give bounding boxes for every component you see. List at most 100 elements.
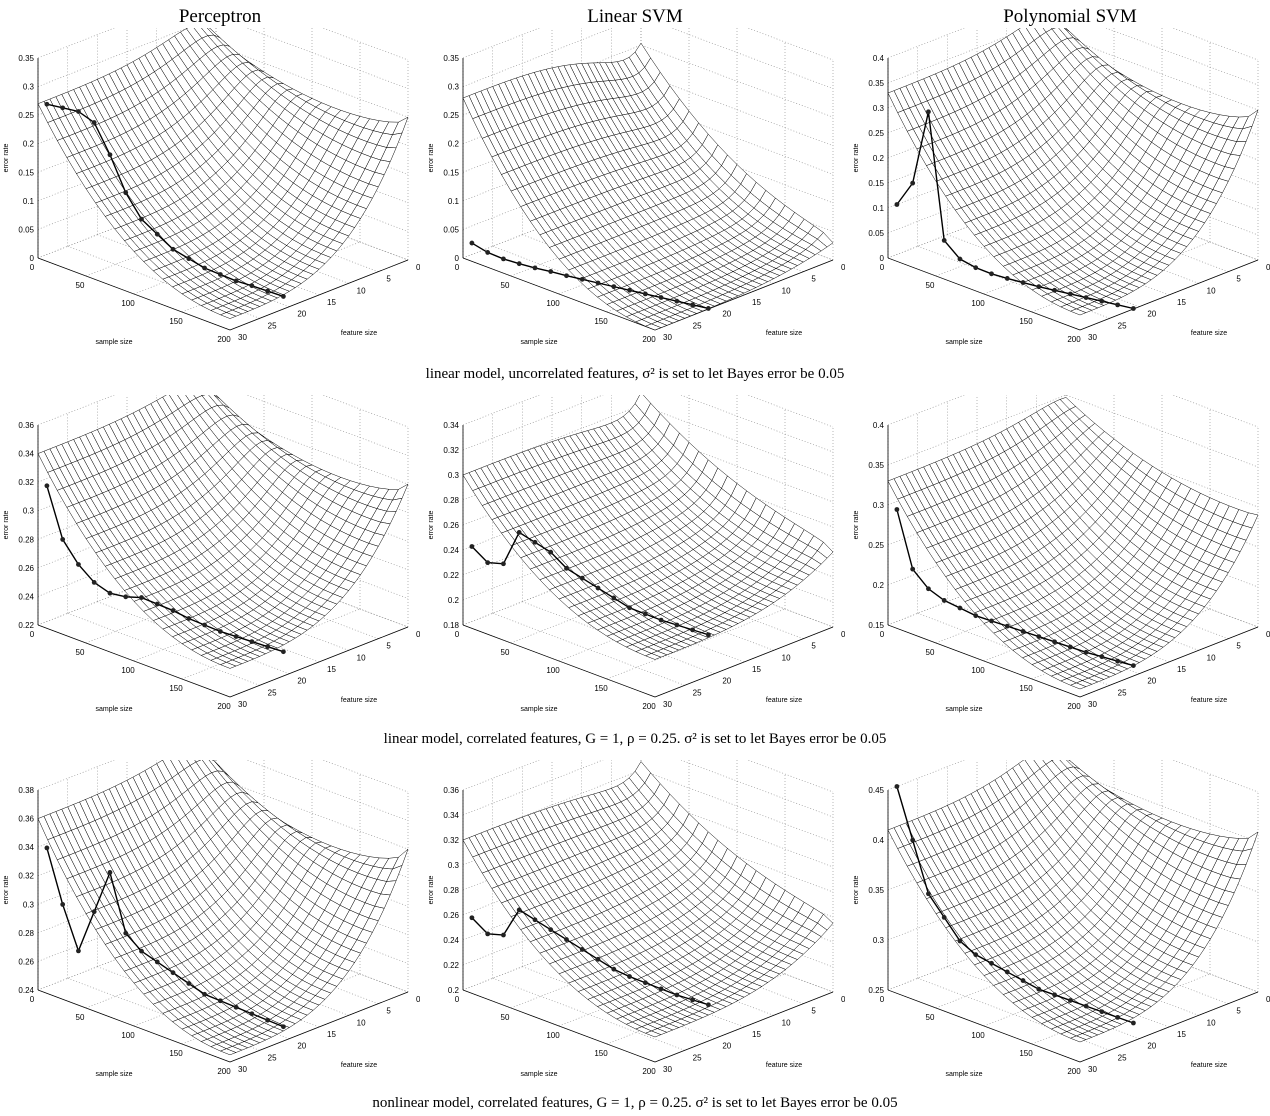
y-axis-label: feature size	[341, 330, 377, 337]
z-axis-label: error rate	[428, 144, 435, 173]
feature-tick-label: 30	[238, 333, 247, 342]
y-axis-label: feature size	[1191, 330, 1227, 337]
optimal-point	[1115, 1014, 1121, 1020]
sample-tick-label: 100	[546, 666, 560, 675]
z-tick-label: 0.05	[868, 229, 884, 238]
sample-tick-label: 200	[217, 1067, 231, 1076]
optimal-point	[941, 598, 947, 603]
z-tick-label: 0.3	[873, 936, 885, 945]
optimal-point	[548, 269, 554, 274]
optimal-point	[469, 915, 475, 921]
z-tick-label: 0.32	[443, 836, 459, 845]
optimal-point	[926, 109, 931, 115]
sample-tick-label: 200	[1067, 1067, 1081, 1076]
z-axis-label: error rate	[3, 144, 10, 173]
feature-tick-label: 0	[416, 263, 420, 272]
optimal-point	[501, 561, 506, 567]
sample-tick-label: 100	[546, 1031, 560, 1040]
feature-tick-label: 15	[327, 1030, 336, 1039]
sample-tick-label: 50	[926, 648, 935, 657]
optimal-point	[233, 1004, 239, 1010]
optimal-point	[706, 632, 711, 638]
optimal-point	[1115, 302, 1121, 308]
z-tick-label: 0.25	[868, 986, 884, 995]
optimal-point	[595, 956, 601, 962]
z-tick-label: 0.34	[443, 811, 459, 820]
z-tick-label: 0.26	[443, 521, 459, 530]
sample-tick-label: 50	[76, 648, 85, 657]
y-axis-label: feature size	[766, 330, 802, 337]
optimal-point	[674, 298, 680, 304]
sample-tick-label: 0	[455, 263, 460, 272]
feature-tick-label: 30	[1088, 1065, 1097, 1074]
feature-tick-label: 5	[811, 1007, 816, 1016]
row-caption-2: linear model, correlated features, G = 1…	[383, 731, 887, 747]
optimal-point	[658, 986, 664, 992]
optimal-point	[910, 566, 916, 572]
optimal-point	[249, 1011, 255, 1017]
feature-tick-label: 10	[357, 286, 366, 295]
z-tick-label: 0.25	[868, 129, 884, 138]
optimal-point	[658, 295, 664, 300]
optimal-point	[265, 1017, 271, 1023]
optimal-point	[139, 595, 144, 600]
optimal-point	[532, 539, 538, 545]
z-tick-label: 0.1	[23, 197, 35, 206]
optimal-point	[595, 280, 601, 286]
optimal-point	[281, 1024, 286, 1030]
sample-tick-label: 50	[926, 281, 935, 290]
z-tick-label: 0.25	[868, 541, 884, 550]
y-axis-label: feature size	[1191, 697, 1227, 704]
feature-tick-label: 30	[238, 1065, 247, 1074]
z-tick-label: 0.26	[18, 564, 34, 573]
z-tick-label: 0.32	[443, 446, 459, 455]
optimal-point	[139, 216, 144, 222]
optimal-point	[627, 974, 632, 979]
y-axis-label: feature size	[341, 697, 377, 704]
z-tick-label: 0.35	[443, 54, 459, 63]
optimal-point	[532, 917, 538, 923]
feature-tick-label: 10	[357, 653, 366, 662]
z-tick-label: 0.3	[23, 507, 35, 516]
feature-tick-label: 0	[841, 263, 845, 272]
feature-tick-label: 30	[1088, 700, 1097, 709]
optimal-point	[60, 537, 66, 542]
optimal-point	[107, 152, 113, 158]
optimal-point	[642, 291, 648, 297]
sample-tick-label: 150	[1019, 684, 1033, 693]
z-tick-label: 0	[455, 254, 460, 263]
optimal-point	[485, 250, 491, 255]
optimal-path	[44, 101, 286, 299]
optimal-point	[233, 634, 239, 639]
sample-tick-label: 200	[642, 1067, 656, 1076]
optimal-point	[202, 622, 207, 628]
z-axis-label: error rate	[853, 876, 860, 905]
optimal-path	[894, 109, 1136, 311]
optimal-point	[76, 948, 81, 954]
feature-tick-label: 20	[722, 1042, 731, 1051]
optimal-point	[501, 256, 506, 262]
optimal-point	[926, 891, 931, 897]
optimal-point	[1004, 623, 1010, 629]
surface-mesh	[887, 760, 1259, 1043]
optimal-path	[44, 483, 286, 655]
sample-tick-label: 200	[217, 702, 231, 711]
sample-tick-label: 0	[880, 995, 885, 1004]
optimal-point	[989, 960, 994, 966]
z-tick-label: 0.24	[18, 986, 34, 995]
optimal-point	[1004, 969, 1010, 975]
feature-tick-label: 0	[841, 630, 845, 639]
optimal-point	[894, 507, 900, 512]
surface-panel-r1-c1: 0 0.05 0.1 0.15 0.2 0.25 0.3 0.35 0 50 100 150 200 0 5…	[0, 28, 420, 373]
optimal-point	[154, 601, 160, 607]
optimal-point	[1004, 276, 1010, 281]
feature-tick-label: 0	[416, 995, 420, 1004]
surface-plot-svg: 0.180.20.220.240.260.280.30.320.34050100…	[428, 395, 845, 713]
feature-tick-label: 10	[1207, 286, 1216, 295]
optimal-point	[516, 261, 522, 267]
z-tick-label: 0.4	[873, 421, 885, 430]
optimal-point	[579, 947, 585, 952]
optimal-path	[469, 240, 711, 311]
surface-panel-r2-c2: 0.18 0.2 0.22 0.24 0.26 0.28 0.3 0.32 0.34 0 50 100…	[425, 395, 845, 740]
optimal-point	[989, 271, 994, 277]
